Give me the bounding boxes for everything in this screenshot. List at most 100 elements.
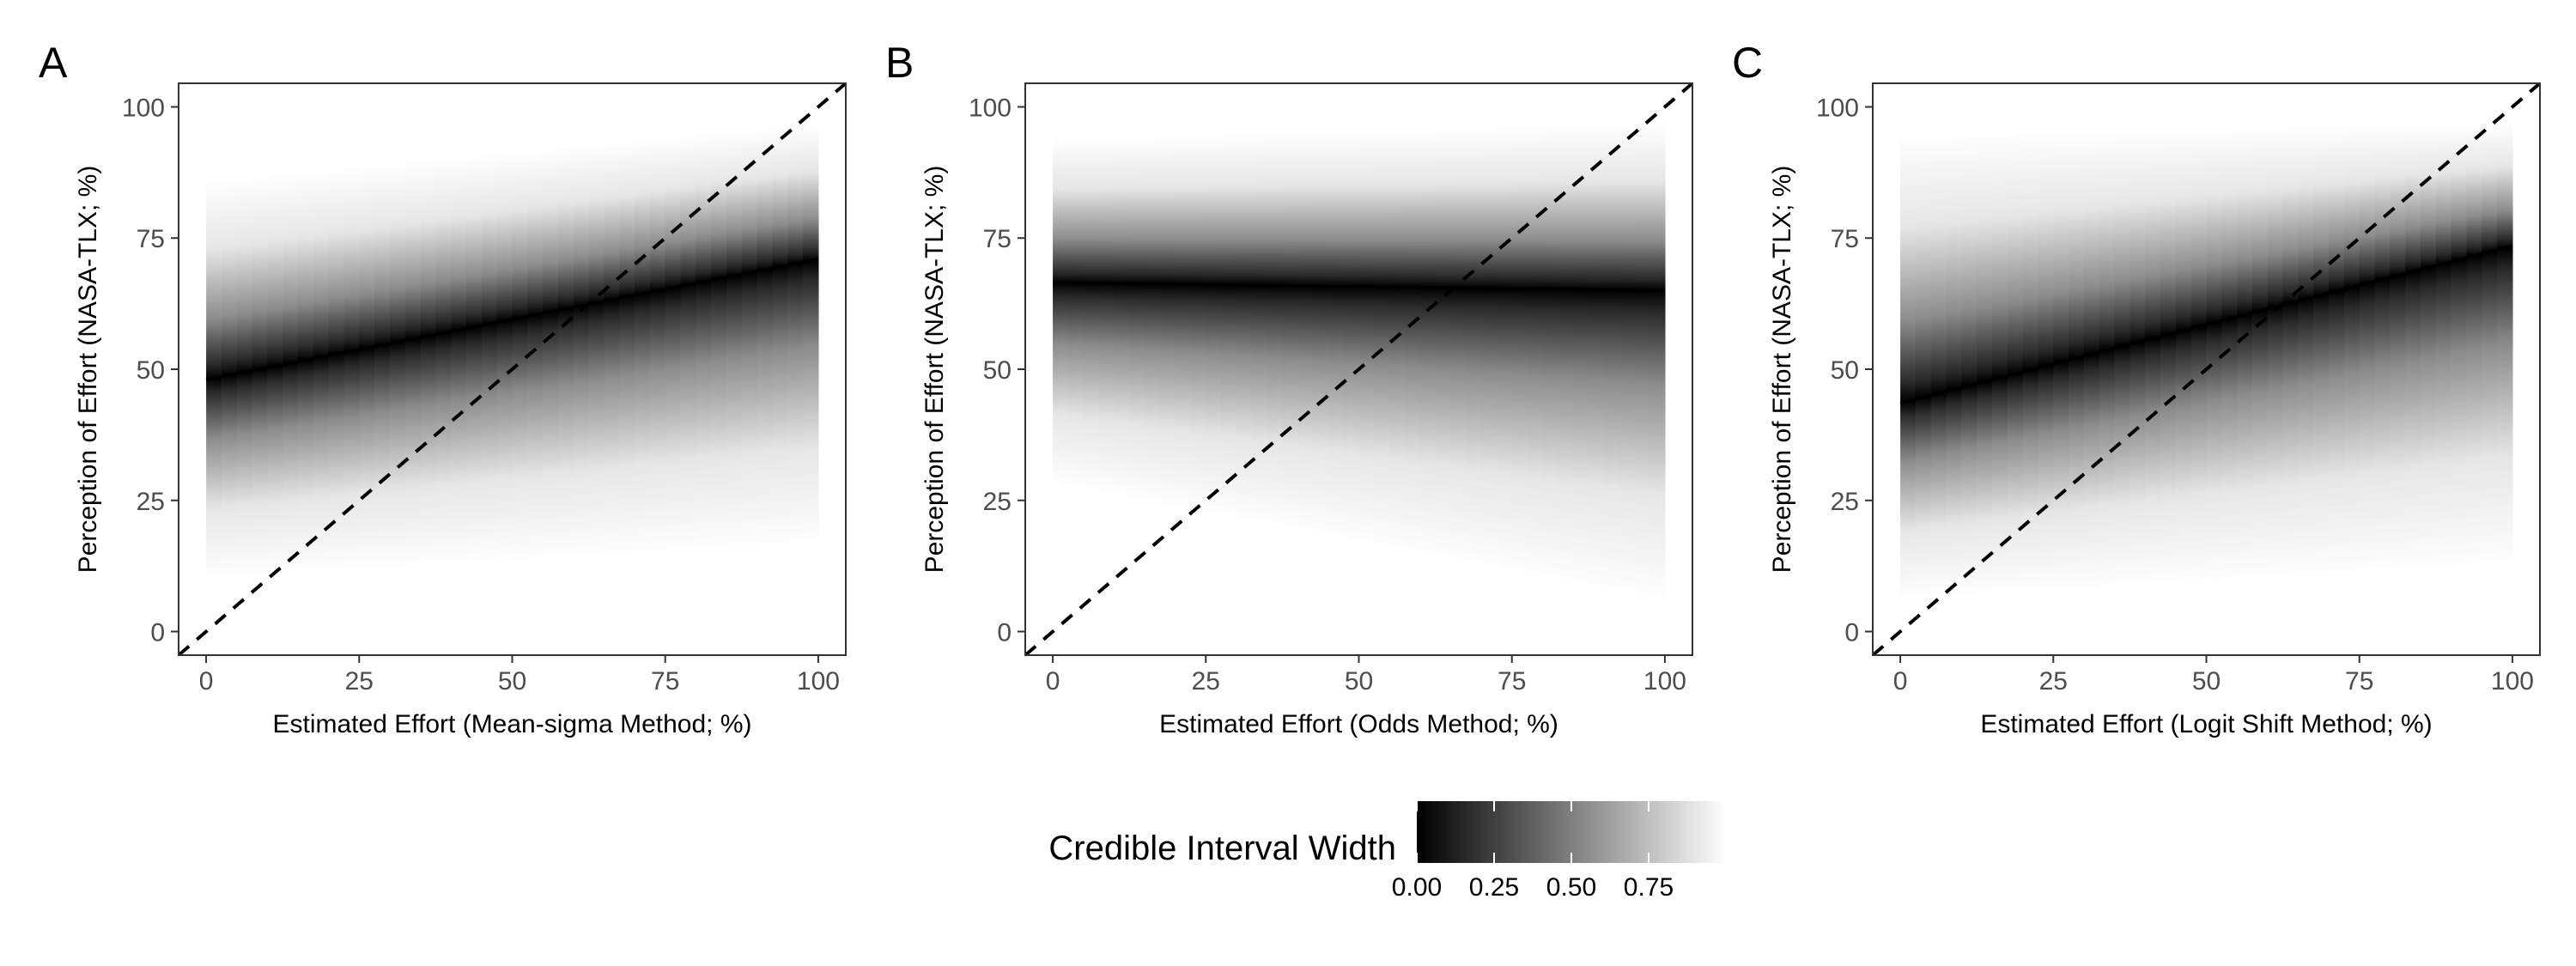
band-strip (2374, 125, 2391, 575)
band-strip (298, 171, 314, 574)
band-strip (635, 139, 651, 557)
band-strip (1572, 125, 1589, 589)
median-line (205, 257, 819, 381)
band-strip (1619, 123, 1635, 598)
band-strip (1915, 132, 1932, 599)
y-tick-label: 50 (137, 356, 165, 385)
y-axis-title: Perception of Effort (NASA-TLX; %) (74, 166, 102, 574)
band-strip (803, 123, 819, 549)
x-tick-label: 25 (345, 667, 374, 696)
x-tick-label: 25 (2039, 667, 2068, 696)
y-tick-label: 0 (150, 619, 165, 647)
panel-b: 0 25 50 75 100 0 25 50 75 100 Estimated Effort (Od… (885, 39, 1693, 738)
x-tick-label: 0 (199, 667, 214, 696)
band-strip (557, 146, 574, 561)
legend: Credible Interval Width 0.00 0.25 0.50 0.75 (1048, 801, 1726, 902)
band-strip (2267, 126, 2284, 581)
credible-band (206, 123, 819, 579)
band-strip (1961, 131, 1978, 597)
band-strip (1053, 137, 1069, 487)
band-strip (1900, 132, 1917, 600)
panels: 0 25 50 75 100 0 25 50 75 100 Estimated Effort (Me… (39, 39, 2541, 738)
plot-area (1873, 83, 2540, 655)
band-strip (2145, 129, 2161, 587)
y-tick-label: 25 (1831, 488, 1859, 516)
x-axis-title: Estimated Effort (Odds Method; %) (1159, 710, 1558, 738)
band-strip (2129, 129, 2146, 588)
band-strip (313, 169, 330, 574)
band-strip (696, 133, 712, 554)
band-strip (2022, 131, 2039, 594)
x-tick-label: 75 (2345, 667, 2373, 696)
band-strip (2329, 125, 2345, 578)
band-strip (649, 137, 666, 556)
legend-tick-label: 0.50 (1546, 873, 1596, 902)
x-tick-label: 0 (1893, 667, 1908, 696)
y-tick-label: 100 (969, 94, 1012, 122)
y-tick-label: 0 (997, 619, 1012, 647)
legend-tick-label: 0.75 (1624, 873, 1674, 902)
band-strip (2390, 125, 2406, 575)
band-strip (1098, 137, 1115, 495)
x-tick-label: 50 (2192, 667, 2221, 696)
band-strip (267, 173, 283, 576)
x-tick-label: 100 (2491, 667, 2534, 696)
band-strip (1206, 134, 1222, 517)
band-strip (1313, 131, 1329, 538)
band-strip (527, 149, 544, 562)
band-strip (772, 126, 788, 550)
band-strip (787, 125, 804, 550)
band-strip (2497, 122, 2513, 569)
band-strip (1466, 127, 1482, 568)
band-strip (2007, 131, 2024, 594)
band-strip (1389, 129, 1406, 553)
band-strip (1343, 131, 1360, 544)
y-tick-label: 100 (1816, 94, 1859, 122)
panel-a: 0 25 50 75 100 0 25 50 75 100 Estimated Effort (Me… (39, 39, 847, 738)
band-strip (1588, 124, 1605, 592)
y-tick-label: 25 (983, 488, 1012, 516)
band-strip (1297, 131, 1314, 535)
band-strip (2482, 123, 2498, 570)
band-strip (1374, 130, 1390, 550)
y-tick-label: 75 (1831, 225, 1859, 253)
band-strip (283, 172, 299, 575)
y-axis-title: Perception of Effort (NASA-TLX; %) (920, 166, 949, 574)
band-strip (726, 131, 743, 552)
band-strip (1542, 125, 1558, 583)
band-strip (1930, 132, 1947, 598)
band-strip (1083, 137, 1100, 493)
band-strip (2282, 126, 2300, 580)
panel-letter: B (885, 39, 914, 87)
band-strip (2298, 125, 2314, 580)
band-strip (1992, 131, 2008, 595)
band-strip (1358, 130, 1375, 547)
band-strip (435, 157, 452, 568)
band-strip (1159, 135, 1176, 507)
band-strip (1404, 129, 1421, 556)
legend-tick-label: 0.25 (1469, 873, 1519, 902)
band-strip (1649, 123, 1666, 605)
band-strip (481, 153, 498, 565)
band-strip (588, 143, 605, 560)
band-strip (1067, 137, 1084, 489)
y-tick-label: 100 (122, 94, 165, 122)
legend-title: Credible Interval Width (1048, 829, 1396, 867)
band-strip (2313, 125, 2330, 579)
y-tick-label: 50 (983, 356, 1012, 385)
identity-line (179, 83, 846, 655)
band-strip (1251, 132, 1268, 526)
band-strip (252, 175, 268, 577)
y-tick-label: 75 (137, 225, 165, 253)
band-strip (1129, 136, 1145, 501)
credible-band (1900, 122, 2513, 600)
y-tick-label: 50 (1831, 356, 1859, 385)
x-tick-label: 0 (1046, 667, 1060, 696)
band-strip (619, 140, 635, 558)
median-line (1899, 244, 2513, 405)
band-strip (343, 167, 360, 572)
band-strip (1527, 125, 1543, 580)
band-strip (1496, 126, 1513, 574)
band-strip (1145, 136, 1161, 505)
legend-tick-label: 0.00 (1392, 873, 1442, 902)
